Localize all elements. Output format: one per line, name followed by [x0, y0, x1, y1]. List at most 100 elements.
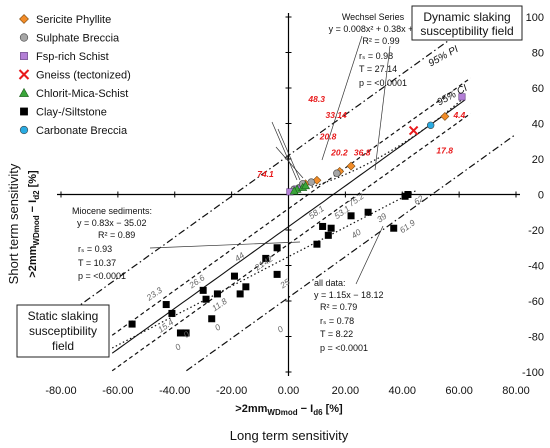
point-clay-siltstone — [273, 244, 281, 252]
alldata-t: T = 8.22 — [320, 329, 353, 339]
point-label-red: 20.2 — [330, 147, 348, 157]
line-miocene-sediments — [111, 189, 417, 349]
point-clay-siltstone — [168, 309, 176, 317]
x-tick-label: 20.00 — [332, 385, 360, 397]
line-95-pi-upper — [60, 28, 466, 320]
point-sericite-phyllite — [440, 111, 450, 121]
point-clay-siltstone — [162, 301, 170, 309]
point-clay-siltstone — [262, 254, 270, 262]
y-tick-label: -40 — [528, 261, 544, 273]
dynamic-box-frame — [411, 5, 523, 41]
x-axis-title: >2mmWDmod − Id6 [%] — [235, 403, 343, 417]
x-tick-label: -20.00 — [216, 385, 247, 397]
legend-marker-carbonate-breccia — [19, 125, 29, 135]
miocene-t: T = 10.37 — [78, 258, 116, 268]
x-tick-label: -60.00 — [102, 385, 133, 397]
point-chlorit-mica-schist — [289, 186, 299, 195]
miocene-rs: rₛ = 0.93 — [78, 244, 112, 254]
point-label-red: 48.3 — [307, 94, 325, 104]
annotation-miocene: Miocene sediments: y = 0.83x − 35.02 R² … — [72, 206, 152, 281]
point-clay-siltstone — [313, 240, 321, 248]
wechsel-r2: R² = 0.99 — [362, 36, 399, 46]
point-clay-siltstone — [230, 272, 238, 280]
wechsel-p: p = <0.0001 — [359, 78, 407, 88]
point-label-grey: 11.8 — [210, 296, 229, 313]
legend-marker-clay-siltstone — [20, 107, 28, 116]
y-tick-label: -60 — [528, 296, 544, 308]
legend-label-gneiss-tectonized: Gneiss (tectonized) — [36, 70, 131, 82]
static-box-frame — [16, 304, 110, 358]
miocene-p: p = <0.0001 — [78, 271, 126, 281]
leader-red-1 — [271, 121, 298, 181]
point-label-grey: 0 — [182, 329, 192, 340]
line-95-pi-lower — [186, 133, 517, 372]
legend-label-chlorit-mica-schist: Chlorit-Mica-Schist — [36, 88, 128, 100]
point-label-grey: 61.9 — [398, 217, 418, 235]
legend-marker-fsp-rich-schist — [20, 52, 28, 60]
data-points — [128, 93, 466, 337]
line-label: 95% PI — [427, 44, 461, 69]
alldata-title: all data: — [314, 278, 346, 288]
wechsel-t: T = 27.14 — [359, 64, 397, 74]
alldata-p: p = <0.0001 — [320, 343, 368, 353]
miocene-title: Miocene sediments: — [72, 206, 152, 216]
point-clay-siltstone — [199, 286, 207, 294]
point-label-grey: 0 — [275, 324, 285, 335]
legend-label-sulphate-breccia: Sulphate Breccia — [36, 33, 120, 45]
point-clay-siltstone — [182, 329, 190, 337]
point-label-grey: 40 — [349, 227, 363, 241]
point-label-red: 36.8 — [354, 147, 371, 157]
point-clay-siltstone — [242, 283, 250, 291]
annotation-alldata: all data: y = 1.15x − 18.12 R² = 0.79 rₛ… — [314, 278, 384, 353]
static-field-box: Static slaking susceptibility field — [16, 304, 110, 358]
point-clay-siltstone — [324, 231, 332, 239]
leader-wechsel-1 — [321, 35, 363, 161]
point-clay-siltstone — [327, 224, 335, 232]
wechsel-rs: rₛ = 0.98 — [359, 51, 393, 61]
point-label-grey: 44 — [233, 250, 247, 264]
x-tick-label: 0.00 — [278, 385, 299, 397]
x-tick-label: 80.00 — [502, 385, 530, 397]
y-axis-title: >2mmWDmod − Id2 [%] — [27, 170, 41, 278]
leader-wechsel-2 — [374, 45, 391, 171]
point-label-grey: 58.1 — [307, 203, 327, 221]
point-label-grey: 39 — [375, 211, 389, 225]
y-tick-label: -100 — [522, 367, 544, 379]
point-clay-siltstone — [401, 192, 409, 200]
leader-red-3 — [275, 146, 304, 179]
point-clay-siltstone — [202, 295, 210, 303]
miocene-equation: y = 0.83x − 35.02 — [77, 218, 147, 228]
point-clay-siltstone — [364, 208, 372, 216]
y-tick-label: 60 — [532, 83, 544, 95]
point-label-red: 4.4 — [452, 110, 465, 120]
point-carbonate-breccia — [426, 121, 435, 129]
point-label-red: 74.1 — [257, 169, 274, 179]
x-tick-label: 60.00 — [445, 385, 473, 397]
point-sericite-phyllite — [346, 161, 356, 171]
legend-marker-sulphate-breccia — [19, 33, 29, 42]
legend: Sericite Phyllite Sulphate Breccia Fsp-ric… — [18, 14, 131, 137]
annotation-wechsel: Wechsel Series y = 0.008x² + 0.38x + 0.5… — [329, 12, 434, 88]
legend-label-sericite-phyllite: Sericite Phyllite — [36, 14, 111, 26]
point-sulphate-breccia — [307, 178, 315, 186]
leader-miocene — [149, 241, 301, 249]
alldata-equation: y = 1.15x − 18.12 — [314, 290, 384, 300]
wechsel-title: Wechsel Series — [342, 12, 405, 22]
point-clay-siltstone — [273, 270, 281, 278]
point-sulphate-breccia — [333, 169, 341, 177]
point-gneiss-tectonized — [408, 125, 419, 136]
legend-marker-chlorit-mica-schist — [18, 87, 30, 97]
y-axis-caption: Short term sensitivity — [6, 163, 21, 284]
dynamic-field-box: Dynamic slaking susceptibility field — [411, 5, 523, 41]
point-label-grey: 75.2 — [346, 191, 366, 209]
legend-marker-gneiss-tectonized — [18, 69, 30, 80]
alldata-rs: rₛ = 0.78 — [320, 316, 354, 326]
y-tick-label: 20 — [532, 154, 544, 166]
point-label-red: 20.8 — [319, 131, 337, 141]
point-chlorit-mica-schist — [301, 181, 311, 190]
line-95-ci-upper — [111, 77, 471, 336]
point-label-grey: 0 — [173, 341, 183, 352]
point-clay-siltstone — [390, 224, 398, 232]
wechsel-equation: y = 0.008x² + 0.38x + 0.54 — [329, 24, 434, 34]
